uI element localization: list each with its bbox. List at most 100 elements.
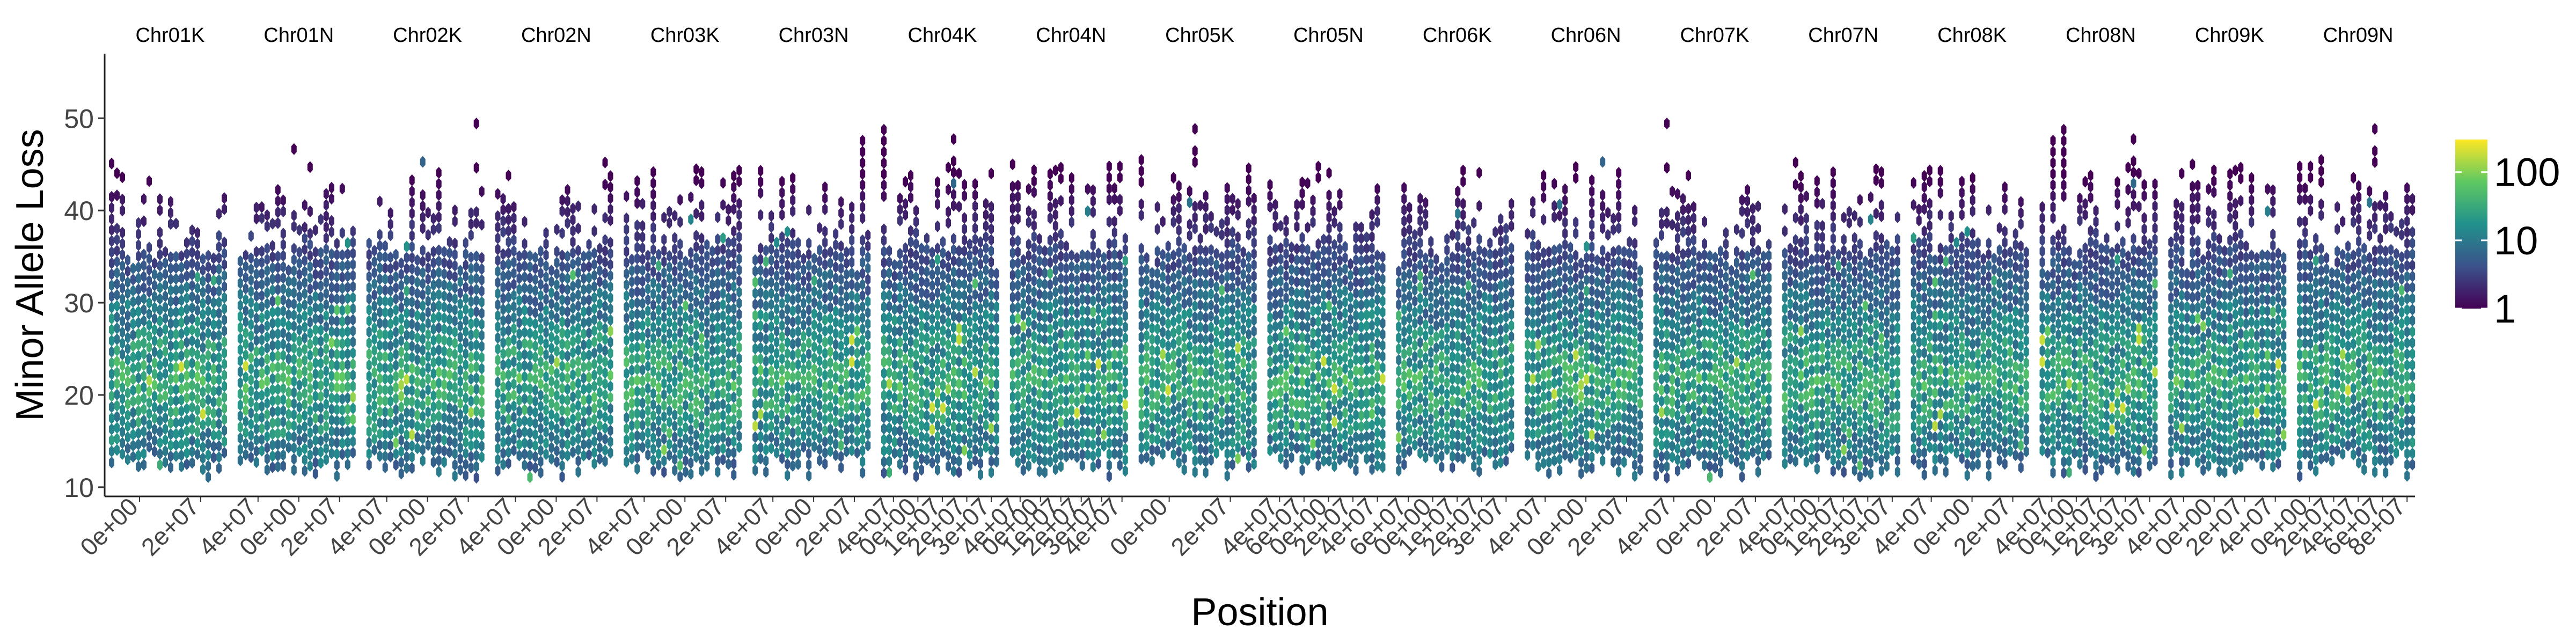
hex-bin <box>667 438 672 450</box>
hex-bin <box>1294 276 1300 288</box>
hex-bin <box>184 369 189 382</box>
hex-bin <box>629 353 635 365</box>
hex-bin <box>1224 414 1230 427</box>
hex-bin <box>930 258 935 269</box>
hex-bin <box>1401 436 1407 449</box>
hex-bin <box>1063 262 1069 274</box>
hex-bin <box>704 371 710 384</box>
hex-bin <box>597 309 603 321</box>
hex-bin <box>163 456 168 469</box>
hex-bin <box>672 243 678 255</box>
hex-bin <box>924 343 930 355</box>
hex-bin <box>109 312 114 325</box>
hex-bin <box>1101 284 1107 297</box>
hex-bin <box>736 408 742 420</box>
hex-bin <box>640 197 646 210</box>
hex-bin <box>243 349 248 361</box>
hex-bin <box>1111 293 1117 305</box>
hex-bin <box>473 361 479 373</box>
hex-bin <box>163 323 168 335</box>
hex-bin <box>109 434 114 447</box>
hex-bin <box>216 362 222 375</box>
hex-bin <box>956 444 962 456</box>
hex-bin <box>1240 390 1246 402</box>
hex-bin <box>736 164 742 177</box>
hex-bin <box>1396 453 1402 466</box>
hex-bin <box>645 382 651 394</box>
hex-bin <box>758 353 764 365</box>
hex-bin <box>366 348 372 360</box>
hex-bin <box>624 378 630 391</box>
hex-bin <box>382 340 388 352</box>
hex-bin <box>779 308 785 320</box>
hex-bin <box>720 254 726 267</box>
hex-bin <box>978 347 983 359</box>
hex-bin <box>1106 459 1112 471</box>
hex-bin <box>463 370 469 382</box>
hex-bin <box>806 381 812 393</box>
hex-bin <box>1315 393 1321 405</box>
hex-bin <box>769 265 774 277</box>
hex-bin <box>275 449 281 462</box>
hex-bin <box>511 223 517 235</box>
hex-bin <box>1289 352 1294 364</box>
hex-bin <box>913 360 919 372</box>
hex-bin <box>1192 145 1198 157</box>
hex-bin <box>1144 374 1150 386</box>
hex-bin <box>1230 414 1235 427</box>
hex-bin <box>206 393 211 406</box>
hex-bin <box>683 433 689 445</box>
hex-bin <box>1315 338 1321 350</box>
hex-bin <box>173 372 179 385</box>
hex-bin <box>913 437 919 449</box>
hex-bin <box>468 406 474 419</box>
facet-strip-label: Chr03N <box>779 24 849 47</box>
hex-bin <box>1348 424 1353 436</box>
hex-bin <box>436 388 442 400</box>
hex-bin <box>924 453 930 466</box>
hex-bin <box>1149 389 1155 401</box>
hex-bin <box>1289 241 1294 253</box>
hex-bin <box>1187 296 1192 308</box>
hex-bin <box>1283 247 1289 260</box>
hex-bin <box>473 405 479 418</box>
hex-bin <box>887 444 892 456</box>
hex-bin <box>715 399 721 412</box>
hex-bin <box>1176 379 1182 391</box>
hex-bin <box>222 281 227 293</box>
hex-bin <box>624 235 630 247</box>
hex-bin <box>109 213 114 225</box>
hex-bin <box>704 294 710 306</box>
hex-bin <box>452 237 458 250</box>
hex-bin <box>930 435 935 447</box>
hex-bin <box>1149 455 1155 467</box>
hex-bin <box>860 245 866 258</box>
hex-bin <box>661 411 667 423</box>
hex-bin <box>248 407 254 419</box>
hex-bin <box>243 272 248 284</box>
hex-bin <box>650 365 656 378</box>
hex-bin <box>854 269 860 282</box>
hex-bin <box>1337 398 1343 411</box>
hex-bin <box>291 287 297 299</box>
hex-bin <box>1213 425 1219 437</box>
hex-bin <box>441 390 447 402</box>
hex-bin <box>699 210 705 222</box>
hex-bin <box>211 385 216 397</box>
hex-bin <box>865 251 871 264</box>
hex-bin <box>1144 429 1150 441</box>
hex-bin <box>790 238 796 251</box>
hex-bin <box>645 272 651 284</box>
hex-bin <box>404 440 409 452</box>
hex-bin <box>350 391 356 404</box>
hex-bin <box>720 343 726 355</box>
hex-bin <box>1117 271 1123 283</box>
hex-bin <box>1026 216 1031 229</box>
hex-bin <box>532 395 538 407</box>
hex-bin <box>726 402 731 415</box>
hex-bin <box>334 382 340 393</box>
hex-bin <box>318 346 324 358</box>
hex-bin <box>903 364 908 376</box>
hex-bin <box>130 329 136 341</box>
hex-bin <box>275 361 281 373</box>
